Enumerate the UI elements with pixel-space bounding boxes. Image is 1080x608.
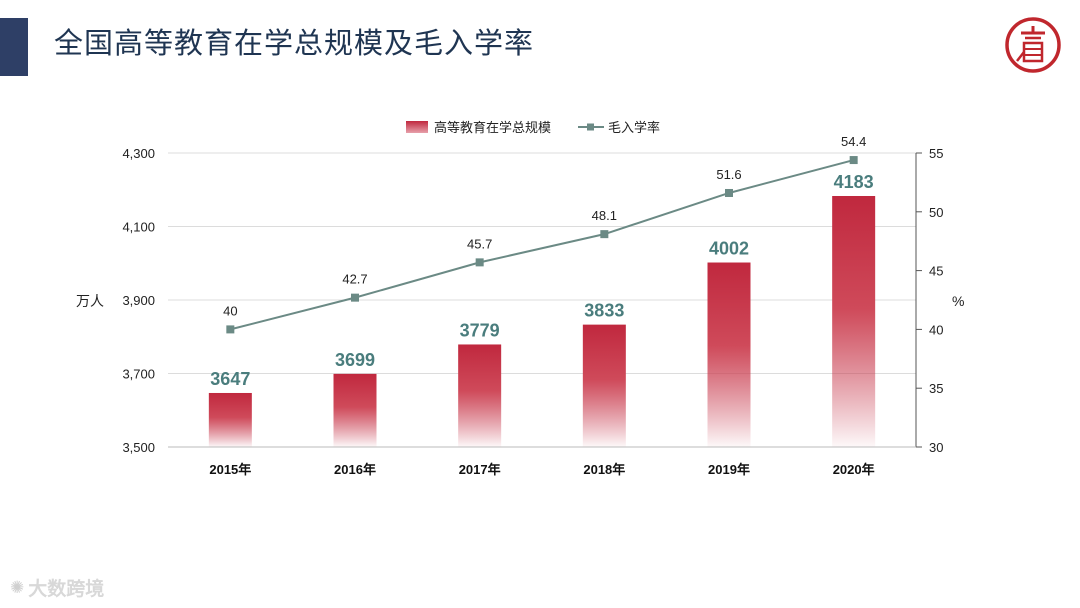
bar-data-label: 3779 (460, 320, 500, 340)
bar-data-label: 3833 (584, 301, 624, 321)
legend-line-label: 毛入学率 (608, 120, 660, 135)
left-tick-label: 4,100 (122, 220, 155, 235)
category-label: 2017年 (459, 462, 501, 477)
watermark-text: 大数跨境 (28, 578, 105, 600)
legend-line-marker (587, 123, 594, 131)
right-tick-label: 35 (929, 381, 943, 396)
category-label: 2018年 (583, 462, 625, 477)
bar (582, 324, 626, 447)
bar-data-label: 4002 (709, 239, 749, 259)
category-label: 2015年 (209, 462, 251, 477)
category-label: 2020年 (833, 462, 875, 477)
rate-data-label: 51.6 (716, 167, 741, 182)
bar (458, 344, 502, 447)
left-axis-label: 万人 (76, 293, 104, 309)
right-tick-label: 50 (929, 205, 943, 220)
right-tick-label: 30 (929, 440, 943, 455)
watermark-logo-icon: ✺ (10, 577, 25, 598)
rate-line (230, 159, 854, 331)
axes: 3,500 3,700 3,900 4,100 4,300 30 35 40 45 50 55 201… (122, 146, 943, 477)
bar-data-label: 4183 (834, 172, 874, 192)
page-title: 全国高等教育在学总规模及毛入学率 (54, 26, 535, 60)
left-tick-label: 3,500 (122, 440, 155, 455)
rate-data-label: 48.1 (592, 208, 617, 223)
legend-bar-swatch (406, 121, 428, 133)
right-tick-label: 55 (929, 146, 943, 161)
rate-point (849, 156, 858, 165)
bar-series: 3647 3699 3779 3833 4002 4183 (208, 172, 876, 447)
bar (707, 262, 751, 447)
bar (208, 392, 252, 447)
left-tick-label: 4,300 (122, 146, 155, 161)
rate-point (475, 258, 484, 267)
rate-data-label: 54.4 (841, 134, 866, 149)
bar-data-label: 3699 (335, 350, 375, 370)
left-tick-label: 3,700 (122, 367, 155, 382)
seal-logo-icon (1005, 17, 1061, 73)
title-accent-bar (0, 18, 28, 76)
left-tick-label: 3,900 (122, 293, 155, 308)
right-axis-label: % (952, 293, 964, 309)
rate-point (725, 188, 733, 197)
legend-bar-label: 高等教育在学总规模 (434, 120, 551, 135)
category-label: 2016年 (334, 462, 376, 477)
watermark: ✺ 大数跨境 (10, 574, 104, 601)
rate-point (600, 230, 609, 239)
bar-data-label: 3647 (210, 369, 250, 389)
bar (832, 195, 876, 447)
line-series: 40 42.7 45.7 48.1 51.6 54.4 (223, 134, 866, 334)
gridlines (168, 152, 916, 448)
rate-point (226, 325, 235, 334)
rate-data-label: 42.7 (342, 272, 367, 287)
bar (333, 373, 377, 447)
rate-point (351, 293, 359, 302)
rate-data-label: 45.7 (467, 236, 492, 251)
category-label: 2019年 (708, 462, 750, 477)
rate-data-label: 40 (223, 303, 237, 318)
right-tick-label: 45 (929, 264, 943, 279)
right-tick-label: 40 (929, 322, 943, 337)
chart-legend: 高等教育在学总规模 毛入学率 (406, 120, 660, 135)
